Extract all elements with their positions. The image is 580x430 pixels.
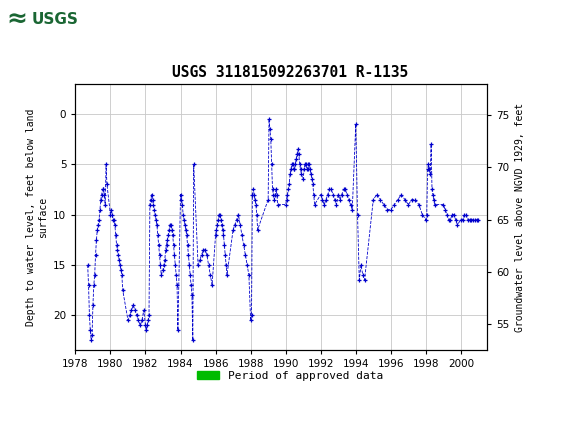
Text: USGS 311815092263701 R-1135: USGS 311815092263701 R-1135 xyxy=(172,64,408,80)
Legend: Period of approved data: Period of approved data xyxy=(193,367,387,385)
Y-axis label: Depth to water level, feet below land
surface: Depth to water level, feet below land su… xyxy=(26,108,48,326)
Y-axis label: Groundwater level above NGVD 1929, feet: Groundwater level above NGVD 1929, feet xyxy=(515,103,525,332)
Text: USGS: USGS xyxy=(32,12,78,27)
Text: ≈: ≈ xyxy=(6,7,27,31)
